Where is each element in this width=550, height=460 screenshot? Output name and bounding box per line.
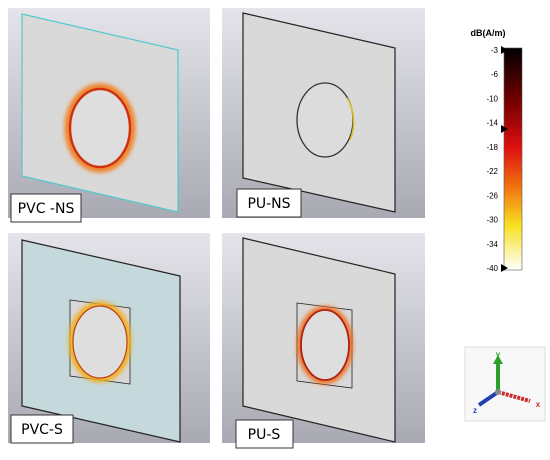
colorbar-tick-label: -3 bbox=[491, 46, 499, 55]
marker bbox=[501, 46, 508, 54]
colorbar: dB(A/m) -3 -6 -10 -14 -18 -22 -26 -30 -34 -40 bbox=[471, 28, 523, 273]
label-box bbox=[236, 188, 302, 218]
colorbar-tick-label: -14 bbox=[486, 119, 498, 128]
colorbar-tick-label: -6 bbox=[491, 70, 499, 79]
colorbar-tick-label: -18 bbox=[486, 143, 498, 152]
z-axis-arrow bbox=[477, 390, 500, 407]
current-edge bbox=[346, 97, 355, 141]
panel-label: PU-NS bbox=[247, 196, 290, 212]
colorbar-tick-label: -30 bbox=[486, 216, 498, 225]
panel: PU-S bbox=[222, 233, 425, 449]
colorbar-scale bbox=[503, 47, 523, 271]
colorbar-title: dB(A/m) bbox=[471, 28, 506, 38]
panel: PVC-S bbox=[8, 233, 210, 444]
hole bbox=[68, 87, 132, 169]
panel-label: PVC -NS bbox=[18, 201, 75, 217]
panel: PU-NS bbox=[222, 8, 425, 218]
current-glow bbox=[64, 83, 136, 173]
panel: PVC -NS bbox=[8, 8, 210, 223]
widget-box bbox=[464, 346, 546, 422]
colorbar-tick-label: -10 bbox=[486, 94, 498, 103]
axis-label: y bbox=[496, 350, 501, 359]
panel-label: PVC-S bbox=[21, 422, 63, 438]
marker bbox=[501, 264, 508, 272]
colorbar-tick-label: -26 bbox=[486, 191, 498, 200]
label-box bbox=[10, 414, 74, 444]
colorbar-tick-label: -22 bbox=[486, 167, 498, 176]
colorbar-tick-label: -40 bbox=[486, 264, 498, 273]
arrow-head bbox=[493, 355, 503, 364]
label-box bbox=[235, 419, 294, 449]
hole bbox=[296, 82, 354, 158]
axis-label: z bbox=[473, 406, 477, 415]
x-axis-arrow bbox=[497, 390, 531, 403]
current-glow bbox=[297, 306, 353, 384]
axis-label: x bbox=[536, 400, 541, 409]
current-glow bbox=[68, 301, 132, 383]
panel-label: PU-S bbox=[248, 427, 281, 443]
hole bbox=[300, 309, 350, 381]
label-box bbox=[10, 193, 82, 223]
origin bbox=[495, 389, 501, 395]
hole bbox=[72, 305, 128, 379]
axes-widget: y x z bbox=[464, 346, 546, 422]
marker bbox=[501, 125, 508, 133]
colorbar-tick-label: -34 bbox=[486, 240, 498, 249]
